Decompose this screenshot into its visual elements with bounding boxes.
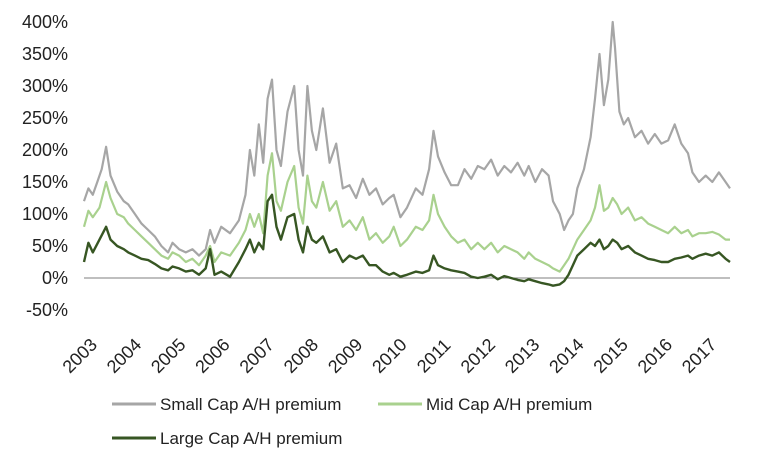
- x-tick-label: 2010: [368, 335, 410, 377]
- y-tick-label: 250%: [22, 108, 68, 128]
- chart-container: 400% 350% 300% 250% 200% 150% 100% 50% 0% -50% 20…: [0, 0, 767, 466]
- x-axis-tick-labels: 2003 2004 2005 2006 2007 2008 2009 2010 2011 2012…: [59, 335, 721, 377]
- x-tick-label: 2009: [324, 335, 366, 377]
- x-tick-label: 2012: [457, 335, 499, 377]
- x-tick-label: 2011: [413, 335, 455, 377]
- y-tick-label: 300%: [22, 76, 68, 96]
- y-tick-label: 350%: [22, 44, 68, 64]
- x-tick-label: 2016: [634, 335, 676, 377]
- y-tick-label: 100%: [22, 204, 68, 224]
- x-tick-label: 2005: [147, 335, 189, 377]
- x-tick-label: 2015: [589, 335, 631, 377]
- legend-label-small-cap-a-h-premium: Small Cap A/H premium: [160, 395, 341, 414]
- legend-label-mid-cap-a-h-premium: Mid Cap A/H premium: [426, 395, 592, 414]
- legend: Small Cap A/H premium Mid Cap A/H premium…: [112, 395, 592, 448]
- x-tick-label: 2008: [280, 335, 322, 377]
- y-tick-label: 0%: [42, 268, 68, 288]
- x-tick-label: 2006: [191, 335, 233, 377]
- legend-label-large-cap-a-h-premium: Large Cap A/H premium: [160, 429, 342, 448]
- x-tick-label: 2003: [59, 335, 101, 377]
- x-tick-label: 2014: [545, 335, 587, 377]
- x-tick-label: 2013: [501, 335, 543, 377]
- y-axis-tick-labels: 400% 350% 300% 250% 200% 150% 100% 50% 0% -50%: [22, 12, 68, 320]
- y-tick-label: 200%: [22, 140, 68, 160]
- x-tick-label: 2007: [236, 335, 278, 377]
- line-chart: 400% 350% 300% 250% 200% 150% 100% 50% 0% -50% 20…: [0, 0, 767, 466]
- x-tick-label: 2004: [103, 335, 145, 377]
- x-tick-label: 2017: [678, 335, 720, 377]
- y-tick-label: -50%: [26, 300, 68, 320]
- series-line-small-cap-a-h-premium: [84, 22, 730, 256]
- series-line-mid-cap-a-h-premium: [84, 153, 730, 271]
- y-tick-label: 50%: [32, 236, 68, 256]
- y-tick-label: 150%: [22, 172, 68, 192]
- y-tick-label: 400%: [22, 12, 68, 32]
- series-lines: [84, 22, 730, 286]
